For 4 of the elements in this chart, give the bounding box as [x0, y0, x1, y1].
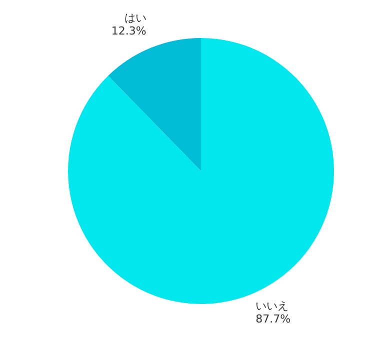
slice-label: はい	[124, 12, 146, 25]
data-label: 12.3%	[111, 24, 146, 38]
slice-label: いいえ	[256, 299, 289, 312]
data-label: 87.7%	[256, 312, 291, 326]
